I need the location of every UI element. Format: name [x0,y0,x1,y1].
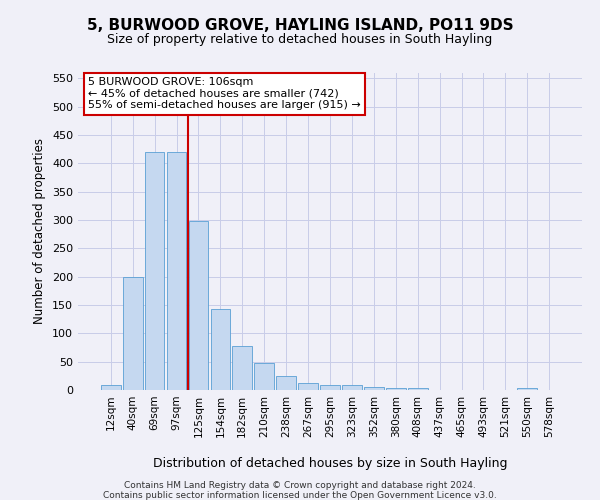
Text: 5 BURWOOD GROVE: 106sqm
← 45% of detached houses are smaller (742)
55% of semi-d: 5 BURWOOD GROVE: 106sqm ← 45% of detache… [88,78,361,110]
Bar [254,363,274,390]
Bar [364,386,384,390]
Bar [276,376,296,390]
Bar [145,152,164,390]
Bar [188,221,208,390]
Y-axis label: Number of detached properties: Number of detached properties [34,138,46,324]
Bar [320,386,340,390]
Text: Size of property relative to detached houses in South Hayling: Size of property relative to detached ho… [107,32,493,46]
Text: Contains public sector information licensed under the Open Government Licence v3: Contains public sector information licen… [103,491,497,500]
Bar [408,388,428,390]
Text: Contains HM Land Registry data © Crown copyright and database right 2024.: Contains HM Land Registry data © Crown c… [124,481,476,490]
Bar [342,386,362,390]
Bar [517,388,537,390]
Text: Distribution of detached houses by size in South Hayling: Distribution of detached houses by size … [153,458,507,470]
Bar [232,346,252,390]
Bar [167,152,187,390]
Bar [298,383,318,390]
Bar [101,386,121,390]
Bar [211,310,230,390]
Text: 5, BURWOOD GROVE, HAYLING ISLAND, PO11 9DS: 5, BURWOOD GROVE, HAYLING ISLAND, PO11 9… [86,18,514,32]
Bar [123,276,143,390]
Bar [386,388,406,390]
